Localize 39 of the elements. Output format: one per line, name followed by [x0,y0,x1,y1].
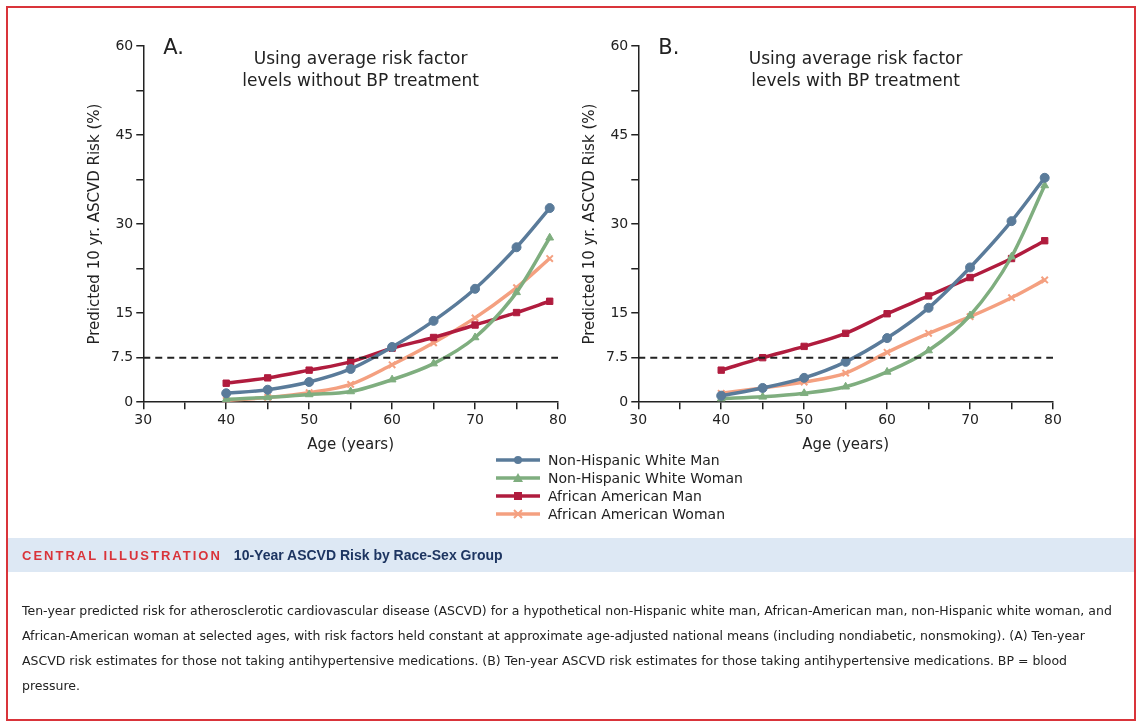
text: Ten-year predicted risk for atherosclerotic cardiovascular disease (ASCVD) for a hypothetical non-Hispanic white man, African-American man, non-Hispanic white woman, and African-American woman at selected ages, with risk factors held constant at approximate age-adjusted national means (including nondiabetic, nonsmoking). (A) Ten-year ASCVD risk estimates for those not taking antihypertensive medications. (B) Ten-year ASCVD risk estimates for those taking antihypertensive medications. BP = blood pressure. [22,602,1113,695]
y-tick-label: 60 [610,36,629,53]
x-axis-title: Age (years) [307,434,395,453]
x-tick-label: 70 [466,411,484,428]
x-tick-label: 30 [134,411,153,428]
x-tick-label: 60 [383,411,402,428]
y-tick-label: 15 [115,303,134,320]
y-tick-label: 30 [610,214,629,231]
y-tick-label: 15 [610,303,629,320]
y-tick-label: 7.5 [111,348,134,365]
chart-title: A. [163,35,184,59]
y-tick-label: 0 [619,392,629,409]
x-tick-label: 50 [300,411,319,428]
legend-label: Non-Hispanic White Woman [548,470,743,486]
y-tick-label: 45 [115,125,134,142]
x-tick-label: 80 [549,411,567,428]
text: CENTRAL ILLUSTRATION [22,547,222,563]
text: Using average risk factor levels without BP treatment [242,48,480,90]
y-tick-label: 0 [124,392,134,409]
y-axis-title: Predicted 10 yr. ASCVD Risk (%) [579,103,598,345]
y-tick-label: 7.5 [606,348,629,365]
x-tick-label: 70 [961,411,979,428]
x-tick-label: 30 [629,411,648,428]
x-tick-label: 60 [878,411,897,428]
chart-title: B. [658,35,680,59]
legend-label: African American Man [548,488,702,504]
legend-label: Non-Hispanic White Man [548,452,720,468]
text: 10-Year ASCVD Risk by Race-Sex Group [233,547,503,563]
legend-label: African American Woman [548,506,726,522]
x-axis-title: Age (years) [802,434,890,453]
text: Using average risk factor levels with BP treatment [748,48,963,90]
x-tick-label: 40 [217,411,236,428]
y-tick-label: 45 [610,125,629,142]
y-axis-title: Predicted 10 yr. ASCVD Risk (%) [84,103,103,345]
y-tick-label: 30 [115,214,134,231]
x-tick-label: 50 [795,411,814,428]
y-tick-label: 60 [115,36,134,53]
x-tick-label: 80 [1044,411,1062,428]
x-tick-label: 40 [712,411,731,428]
